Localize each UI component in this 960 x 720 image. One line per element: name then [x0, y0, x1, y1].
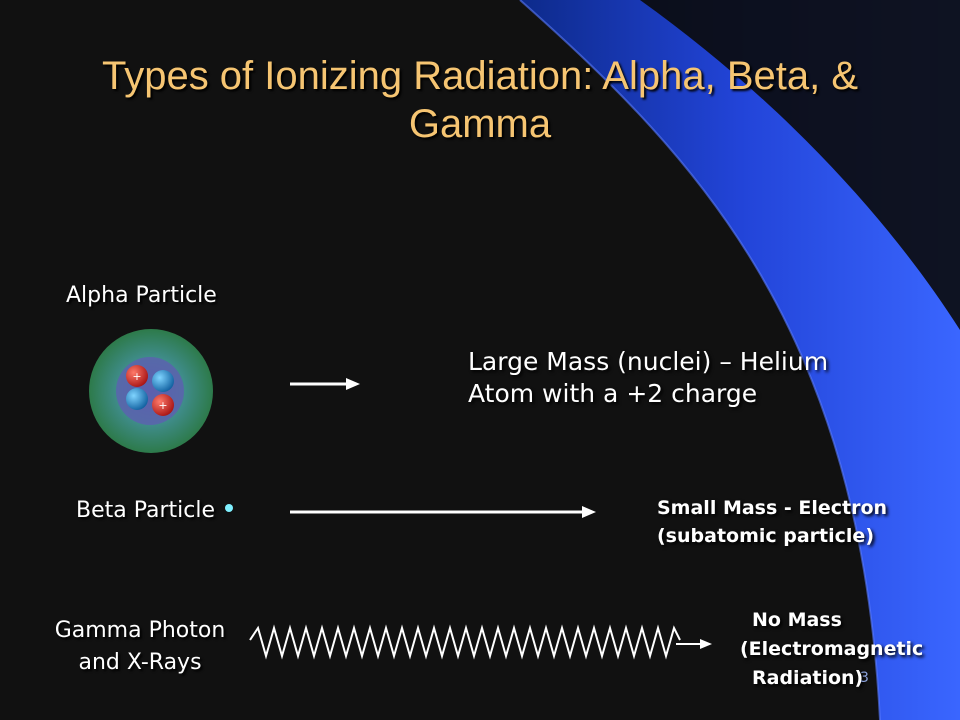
alpha-desc-line-2: Atom with a +2 charge: [468, 379, 758, 408]
title-line-2: Gamma: [408, 102, 552, 146]
gamma-label-line-2: and X-Rays: [78, 650, 202, 675]
alpha-label: Alpha Particle: [66, 283, 217, 308]
beta-label: Beta Particle: [76, 498, 216, 523]
alpha-desc-line-1: Large Mass (nuclei) – Helium: [468, 347, 829, 376]
title-line-1: Types of Ionizing Radiation: Alpha, Beta…: [101, 54, 859, 98]
gamma-label: Gamma Photon and X-Rays: [40, 615, 240, 679]
beta-desc-line-1: Small Mass - Electron: [657, 497, 888, 519]
slide-title: Types of Ionizing Radiation: Alpha, Beta…: [40, 52, 920, 148]
gamma-desc-line-3: Radiation): [752, 667, 864, 689]
gamma-label-line-1: Gamma Photon: [54, 618, 226, 643]
gamma-desc-line-2: (Electromagnetic: [740, 638, 924, 660]
beta-description: Small Mass - Electron (subatomic particl…: [657, 494, 887, 550]
gamma-description: No Mass (Electromagnetic Radiation): [736, 606, 956, 693]
alpha-description: Large Mass (nuclei) – Helium Atom with a…: [468, 346, 828, 410]
slide-number: 3: [860, 670, 869, 686]
gamma-desc-line-1: No Mass: [752, 609, 842, 631]
beta-desc-line-2: (subatomic particle): [657, 525, 874, 547]
